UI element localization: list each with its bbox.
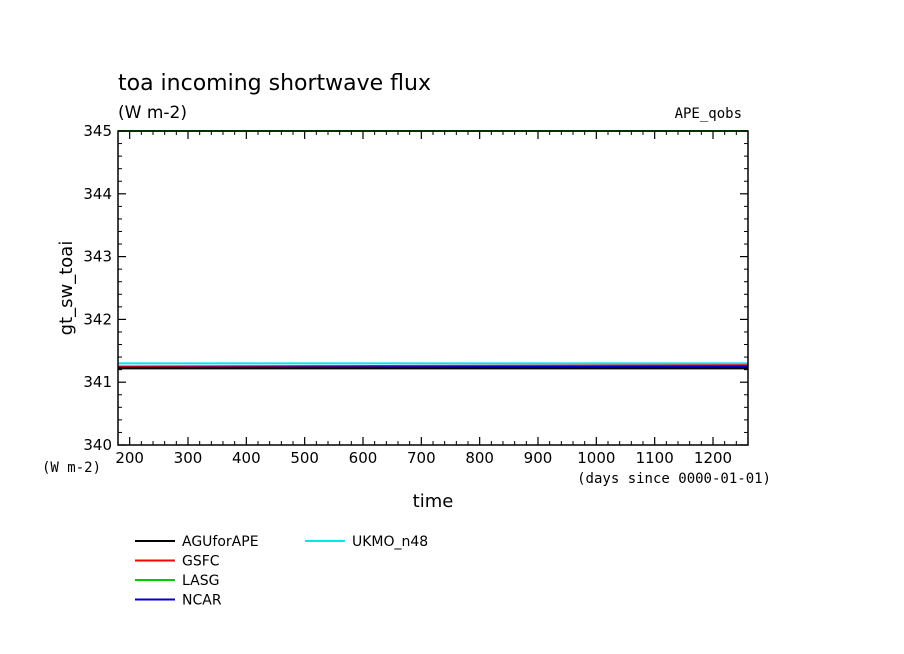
y-tick-label: 344	[83, 185, 112, 203]
y-units-label: (W m-2)	[42, 460, 101, 476]
legend-label: NCAR	[182, 593, 222, 609]
ticks-layer: 200 300 400 500 600 700 800 900 1000 1100 1200 340 3…	[83, 122, 749, 467]
series-line-gsfc	[117, 364, 749, 368]
legend-label: LASG	[182, 573, 219, 589]
x-tick-label: 800	[465, 449, 494, 467]
chart-units: (W m-2)	[118, 103, 187, 123]
legend-label: AGUforAPE	[182, 534, 259, 550]
x-axis-label: time	[413, 491, 454, 512]
x-tick-label: 1200	[694, 449, 732, 467]
x-tick-label: 1100	[636, 449, 674, 467]
y-tick-label: 342	[83, 310, 112, 328]
y-axis-label: gt_sw_toai	[56, 241, 77, 336]
x-tick-label: 700	[407, 449, 436, 467]
y-tick-label: 341	[83, 373, 112, 391]
x-units-label: (days since 0000-01-01)	[577, 471, 771, 487]
y-tick-label: 343	[83, 248, 112, 266]
x-tick-label: 900	[524, 449, 553, 467]
experiment-label: APE_qobs	[675, 106, 742, 122]
x-tick-label: 500	[290, 449, 319, 467]
x-tick-label: 200	[115, 449, 144, 467]
x-tick-label: 600	[349, 449, 378, 467]
series-layer	[117, 130, 749, 370]
y-tick-label: 345	[83, 122, 112, 140]
x-tick-label: 300	[174, 449, 203, 467]
legend: AGUforAPE GSFC LASG NCAR UKMO_n48	[135, 534, 428, 609]
chart-title: toa incoming shortwave flux	[118, 71, 431, 96]
x-tick-label: 400	[232, 449, 261, 467]
y-tick-label: 340	[83, 436, 112, 454]
legend-label: GSFC	[182, 554, 220, 570]
x-tick-label: 1000	[577, 449, 615, 467]
legend-label: UKMO_n48	[352, 534, 428, 550]
plot-frame	[117, 130, 749, 446]
